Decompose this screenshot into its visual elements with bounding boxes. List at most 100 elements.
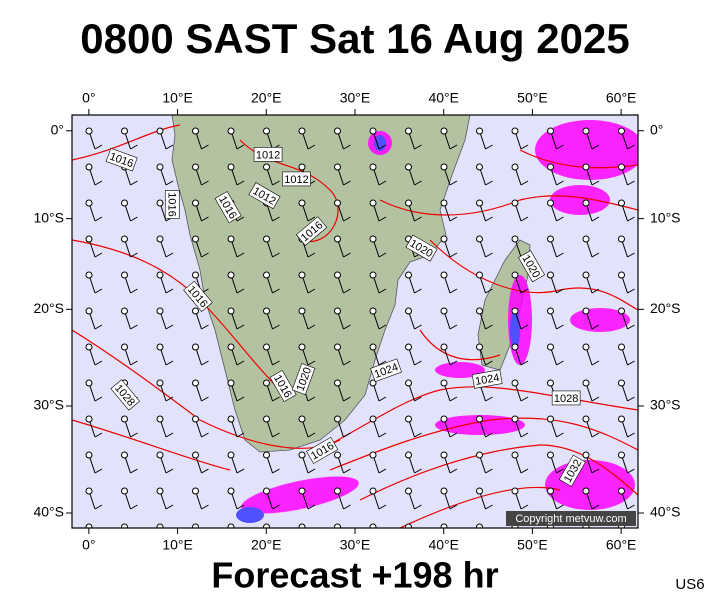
station <box>263 487 270 495</box>
station <box>582 487 590 495</box>
wind-barb-flag <box>378 396 387 402</box>
wind-barb-flag <box>343 396 351 402</box>
station <box>547 235 554 243</box>
map-code: US6 <box>675 576 704 593</box>
station <box>582 451 590 459</box>
station <box>440 379 448 387</box>
station <box>440 451 448 459</box>
station <box>618 163 625 171</box>
station <box>298 199 306 207</box>
wind-barb-flag <box>307 216 316 222</box>
station <box>618 271 625 279</box>
isobar-label-box <box>306 436 339 464</box>
wind-barb-flag <box>520 504 529 510</box>
station <box>582 127 590 135</box>
wind-barb <box>195 526 197 528</box>
isobar-label-box <box>558 454 586 487</box>
lat-tick-label: 40°S <box>33 504 64 520</box>
station <box>85 307 93 315</box>
station <box>618 451 625 459</box>
lon-tick-label: 40°E <box>428 537 459 553</box>
station <box>227 415 235 423</box>
station <box>85 127 93 135</box>
wind-barb-flag <box>343 468 351 474</box>
station <box>334 307 341 315</box>
station <box>227 379 235 387</box>
wind-barb-flag <box>130 144 138 150</box>
wind-barb-flag <box>627 324 635 330</box>
station <box>334 163 341 171</box>
wind-barb-flag <box>520 144 529 150</box>
wind-barb-flag <box>378 180 387 186</box>
isobar-label-box <box>295 216 328 246</box>
isobar-label-box <box>105 147 138 172</box>
station <box>192 163 199 171</box>
title: 0800 SAST Sat 16 Aug 2025 <box>80 15 629 62</box>
station <box>227 235 235 243</box>
isobar-label-box <box>110 379 141 411</box>
wind-barb-flag <box>378 468 387 474</box>
wind-barb-flag <box>485 288 493 294</box>
station <box>582 235 590 243</box>
station <box>85 235 93 243</box>
wind-barb-flag <box>449 144 458 150</box>
wind-barb-flag <box>449 180 458 186</box>
station <box>511 343 519 351</box>
lon-tick-label: 0° <box>82 90 95 106</box>
wind-barb-flag <box>236 432 245 438</box>
station <box>85 163 93 171</box>
station <box>440 487 448 495</box>
station <box>618 343 625 351</box>
wind-barb-flag <box>591 216 600 222</box>
wind-barb-flag <box>130 180 138 186</box>
station <box>511 271 519 279</box>
wind-barb-flag <box>94 180 103 186</box>
wind-barb-flag <box>130 432 138 438</box>
wind-barb-flag <box>627 144 635 150</box>
station <box>476 523 483 528</box>
station <box>405 487 412 495</box>
wind-barb-flag <box>307 288 316 294</box>
station <box>156 307 164 315</box>
wind-barb-flag <box>165 432 174 438</box>
wind-barb-flag <box>94 252 103 258</box>
wind-barb-flag <box>343 180 351 186</box>
wind-barb-flag <box>591 468 600 474</box>
lon-tick-label: 20°E <box>251 90 282 106</box>
station <box>85 415 93 423</box>
wind-barb-flag <box>378 324 387 330</box>
station <box>511 127 519 135</box>
wind-barb-flag <box>343 504 351 510</box>
station <box>547 127 554 135</box>
wind-barb-flag <box>378 288 387 294</box>
wind-barb-flag <box>201 432 209 438</box>
isobar-label: 1028 <box>551 390 581 406</box>
isobar-label-box <box>248 182 281 210</box>
station <box>511 199 519 207</box>
station <box>405 127 412 135</box>
lon-tick-label: 20°E <box>251 537 282 553</box>
wind-barb-flag <box>556 252 564 258</box>
station <box>156 379 164 387</box>
wind-barb-flag <box>130 468 138 474</box>
wind-barb <box>550 526 552 528</box>
wind-barb-flag <box>94 360 103 366</box>
lat-tick-label: 10°S <box>33 209 64 225</box>
station <box>405 271 412 279</box>
station <box>334 127 341 135</box>
wind-barb-flag <box>591 360 600 366</box>
station <box>405 343 412 351</box>
station <box>156 271 164 279</box>
lon-tick-label: 60°E <box>606 537 637 553</box>
station <box>369 379 377 387</box>
wind-barb-flag <box>94 288 103 294</box>
station <box>618 127 625 135</box>
wind-barb-flag <box>486 541 493 545</box>
wind-barb-flag <box>307 252 316 258</box>
station <box>476 487 483 495</box>
wind-barb-flag <box>414 180 422 186</box>
wind-barb <box>301 526 303 528</box>
wind-barb <box>408 526 410 528</box>
wind-barb-flag <box>165 360 174 366</box>
station <box>121 523 128 528</box>
